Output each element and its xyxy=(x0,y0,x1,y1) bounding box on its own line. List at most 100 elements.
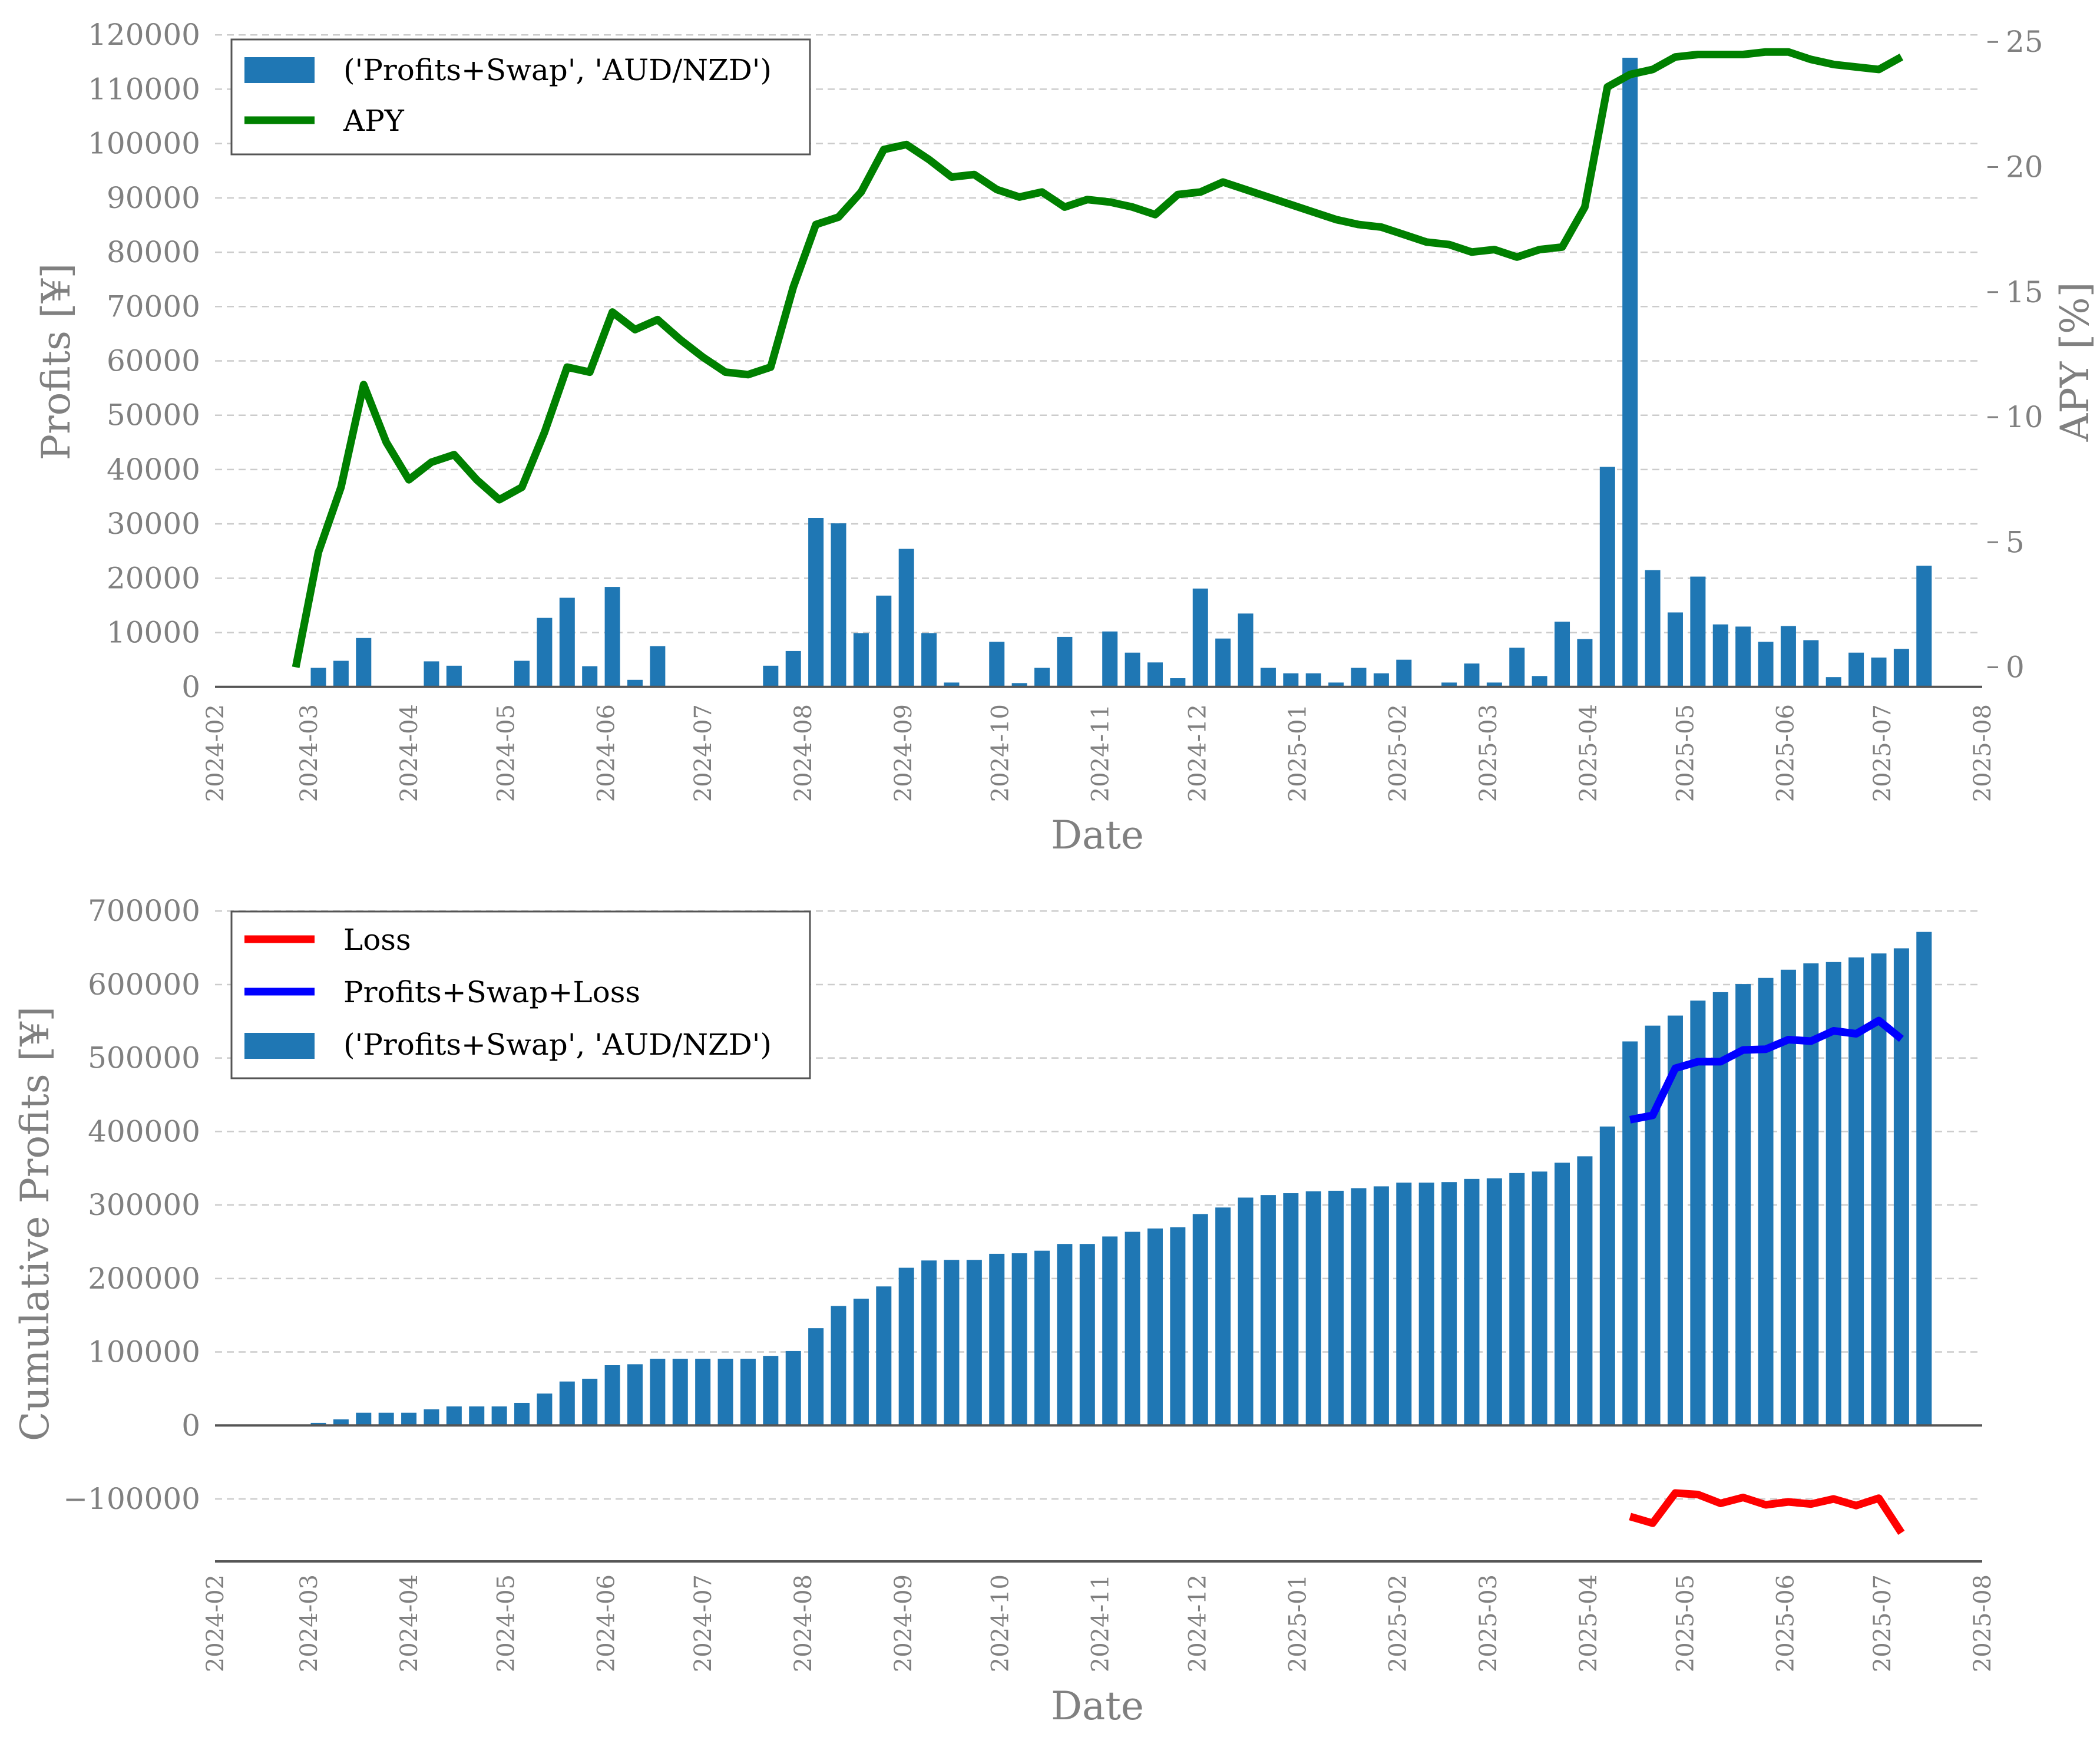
top-bar xyxy=(1712,624,1728,687)
top-bar xyxy=(1577,639,1593,687)
top-bar xyxy=(1735,626,1751,687)
top-bar xyxy=(1599,467,1615,687)
bottom-x-tick-label: 2025-06 xyxy=(1772,1574,1799,1672)
bottom-bar xyxy=(1328,1190,1344,1426)
top-bar-series xyxy=(310,57,1932,687)
top-bar xyxy=(989,642,1005,687)
bottom-bar xyxy=(378,1412,394,1426)
bottom-bar xyxy=(1509,1173,1525,1426)
apy-line xyxy=(292,48,1904,668)
bottom-bar xyxy=(1803,963,1819,1426)
top-bar xyxy=(1758,642,1774,687)
loss-line xyxy=(1629,1489,1905,1535)
top-bar xyxy=(1260,668,1276,687)
top-x-ticks: 2024-02 2024-03 2024-04 2024-05 2024-06 2024-… xyxy=(202,704,1996,802)
bottom-x-tick-label: 2025-05 xyxy=(1672,1574,1699,1672)
bottom-bar xyxy=(966,1260,982,1426)
bottom-bar xyxy=(1034,1250,1050,1426)
bottom-bar xyxy=(695,1359,711,1426)
bottom-bar xyxy=(1825,962,1841,1426)
bottom-y-tick-label: 500000 xyxy=(88,1041,200,1075)
top-legend-bar-label: ('Profits+Swap', 'AUD/NZD') xyxy=(343,53,772,87)
bottom-bar xyxy=(356,1412,372,1426)
top-legend: ('Profits+Swap', 'AUD/NZD') APY xyxy=(230,38,811,156)
bottom-legend-bar-label: ('Profits+Swap', 'AUD/NZD') xyxy=(343,1028,772,1062)
bottom-y-tick-label: 200000 xyxy=(88,1261,200,1296)
top-bar xyxy=(1192,588,1208,687)
bottom-bar xyxy=(1464,1178,1480,1426)
top-bar xyxy=(1283,673,1299,687)
top-bar xyxy=(424,661,439,687)
bottom-bar xyxy=(491,1406,507,1426)
bottom-x-tick-label: 2025-01 xyxy=(1284,1574,1311,1672)
top-x-tick-label: 2024-03 xyxy=(296,704,323,802)
top-bar xyxy=(1238,613,1254,687)
bottom-bar xyxy=(1486,1178,1502,1426)
top-y-axis-title: Profits [¥] xyxy=(34,263,79,461)
top-x-tick-label: 2025-08 xyxy=(1969,704,1996,802)
bottom-bar xyxy=(514,1402,530,1426)
top-y-tick-label: 120000 xyxy=(88,18,200,52)
bottom-bar xyxy=(1215,1207,1231,1426)
top-y-tick-label: 30000 xyxy=(107,507,200,541)
top-bar xyxy=(1825,677,1841,687)
top-bar xyxy=(446,665,462,687)
top-x-axis-title: Date xyxy=(1051,813,1144,858)
bottom-bar xyxy=(1555,1163,1570,1426)
bottom-y-tick-label: 100000 xyxy=(88,1335,200,1369)
top-y-ticks: 0 10000 20000 30000 40000 50000 60000 70000 8000… xyxy=(88,18,200,704)
top-bar xyxy=(1011,683,1027,687)
bottom-x-tick-label: 2024-10 xyxy=(987,1574,1014,1672)
bottom-x-tick-label: 2024-12 xyxy=(1184,1574,1211,1672)
bottom-bar xyxy=(1645,1025,1661,1426)
bottom-y-tick-label: −100000 xyxy=(63,1482,200,1516)
top-bar xyxy=(650,646,666,687)
top-bar xyxy=(1034,668,1050,687)
top-bar xyxy=(1555,622,1570,687)
top-x-tick-label: 2025-03 xyxy=(1475,704,1502,802)
bottom-x-tick-label: 2024-02 xyxy=(202,1574,229,1672)
cumulative-profits-chart: −100000 0 100000 200000 300000 400000 500000 60… xyxy=(12,894,1996,1729)
top-x-tick-label: 2024-08 xyxy=(790,704,817,802)
bottom-bar xyxy=(853,1299,869,1426)
bottom-bar xyxy=(627,1364,643,1426)
bottom-bar xyxy=(537,1393,553,1426)
top-bar xyxy=(831,523,846,687)
top-y-tick-label: 90000 xyxy=(107,181,200,215)
top-bar xyxy=(944,682,960,687)
bottom-bar xyxy=(1011,1253,1027,1426)
top-x-tick-label: 2024-12 xyxy=(1184,704,1211,802)
top-bar xyxy=(1871,657,1887,687)
top-bar xyxy=(808,517,824,687)
top-bar xyxy=(1464,663,1480,687)
top-y-tick-label: 10000 xyxy=(107,616,200,650)
top-y-tick-label: 50000 xyxy=(107,398,200,432)
bottom-bar xyxy=(401,1412,417,1426)
bottom-bar xyxy=(785,1350,801,1426)
top-y2-tick-label: 0 xyxy=(2006,650,2025,685)
bottom-x-tick-label: 2025-02 xyxy=(1384,1574,1411,1672)
top-x-tick-label: 2024-06 xyxy=(593,704,620,802)
bottom-bar xyxy=(944,1260,960,1426)
bottom-y-ticks: −100000 0 100000 200000 300000 400000 500000 60… xyxy=(63,894,200,1516)
profits-apy-chart: 0 10000 20000 30000 40000 50000 60000 70000 8000… xyxy=(34,18,2098,858)
top-bar xyxy=(1690,576,1706,687)
top-y2-tick-label: 15 xyxy=(2006,275,2043,309)
top-bar xyxy=(559,597,575,687)
bottom-y-tick-label: 600000 xyxy=(88,967,200,1002)
top-y-tick-label: 110000 xyxy=(88,72,200,106)
top-x-tick-label: 2024-04 xyxy=(396,704,423,802)
bottom-bar xyxy=(446,1406,462,1426)
bottom-bar xyxy=(1125,1231,1140,1426)
top-y-tick-label: 70000 xyxy=(107,289,200,323)
bottom-x-tick-label: 2024-04 xyxy=(396,1574,423,1672)
bottom-bar xyxy=(717,1359,733,1426)
bottom-bar xyxy=(1622,1041,1638,1426)
top-bar xyxy=(1509,648,1525,687)
top-bar xyxy=(1916,566,1932,687)
top-y-tick-label: 100000 xyxy=(88,127,200,161)
bottom-bar xyxy=(1373,1186,1389,1426)
bottom-bar xyxy=(1418,1183,1434,1426)
top-x-tick-label: 2025-04 xyxy=(1575,704,1602,802)
